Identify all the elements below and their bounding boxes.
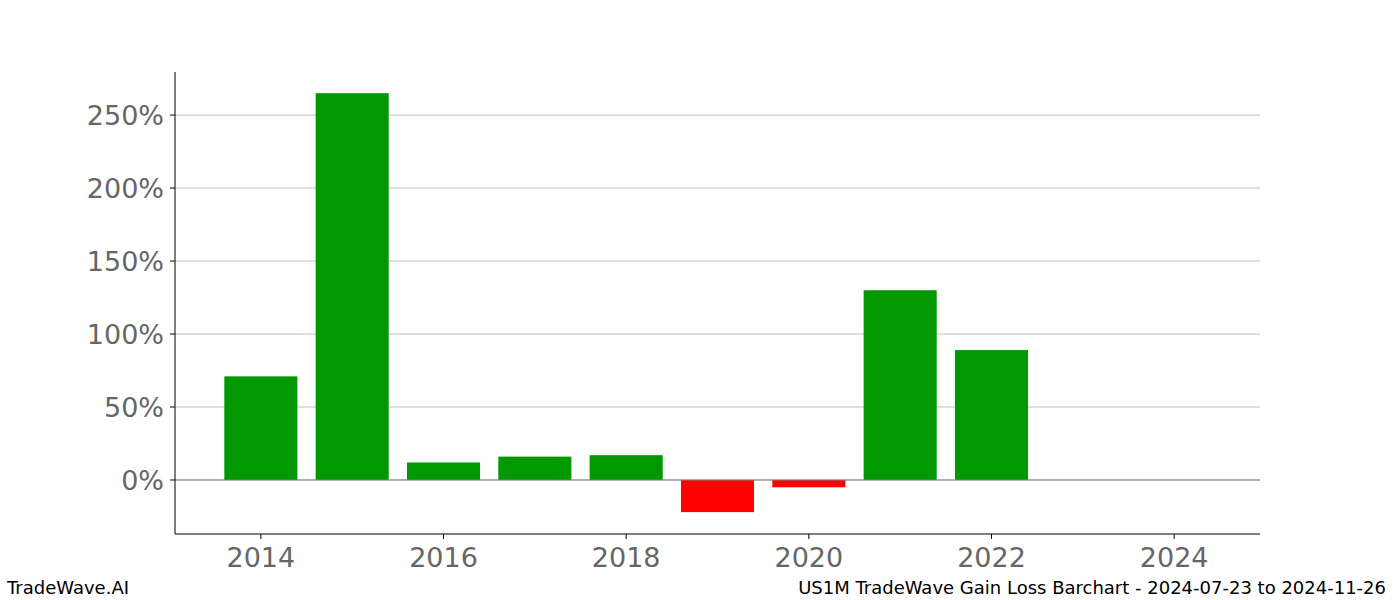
bar [224,376,297,480]
x-tick-label: 2018 [592,542,661,573]
x-axis [175,534,1260,535]
chart: 0% 50% 100% 150% 200% 250% 2014 2016 2018 2020 202… [0,0,1400,600]
bars [224,93,1028,512]
grid-line [175,479,1260,480]
bar [498,457,571,480]
y-axis [175,72,176,534]
y-tick [170,479,175,480]
y-tick-label: 200% [87,173,164,204]
y-tick-label: 0% [121,465,164,496]
y-tick [170,115,175,116]
y-tick [170,261,175,262]
title: US1M TradeWave Gain Loss Barchart - 2024… [798,577,1386,598]
x-tick [260,534,261,539]
source: TradeWave.AI [6,577,129,598]
y-tick [170,188,175,189]
bar [316,93,389,480]
y-tick [170,407,175,408]
x-tick-label: 2022 [957,542,1026,573]
y-tick-label: 100% [87,319,164,350]
y-tick-label: 150% [87,246,164,277]
x-tick-label: 2024 [1140,542,1209,573]
x-tick [443,534,444,539]
y-tick-label: 50% [104,392,164,423]
bar [772,480,845,487]
x-tick [808,534,809,539]
y-tick-label: 250% [87,100,164,131]
bar [407,462,480,480]
bar [681,480,754,512]
x-tick [991,534,992,539]
x-tick-label: 2014 [226,542,295,573]
zero-line [175,479,1260,480]
bar [590,455,663,480]
x-tick [1174,534,1175,539]
bar [864,290,937,480]
x-tick [626,534,627,539]
bar [955,350,1028,480]
x-tick-label: 2020 [774,542,843,573]
x-tick-label: 2016 [409,542,478,573]
y-tick [170,334,175,335]
